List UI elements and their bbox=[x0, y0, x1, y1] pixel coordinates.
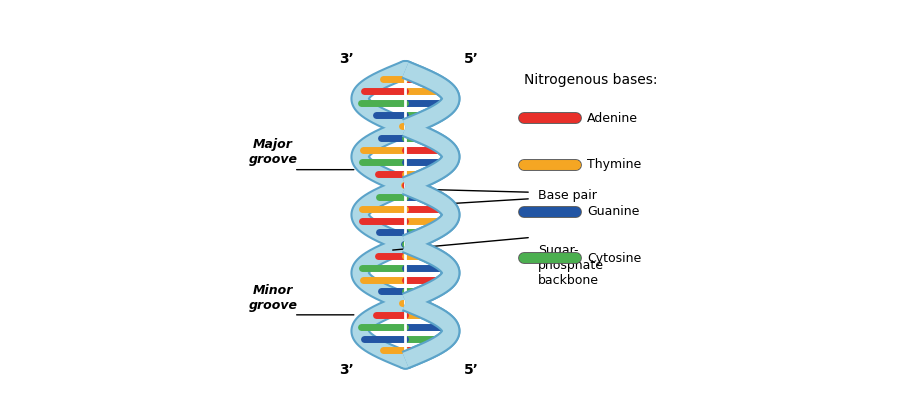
Text: Major
groove: Major groove bbox=[248, 138, 297, 166]
Text: Sugar-
phosphate
backbone: Sugar- phosphate backbone bbox=[538, 244, 604, 287]
Text: Guanine: Guanine bbox=[587, 205, 639, 218]
Text: Adenine: Adenine bbox=[587, 111, 638, 124]
Text: 3’: 3’ bbox=[338, 52, 354, 67]
Text: Minor
groove: Minor groove bbox=[248, 284, 297, 312]
Text: 5’: 5’ bbox=[464, 52, 479, 67]
Text: Cytosine: Cytosine bbox=[587, 252, 641, 265]
Text: 5’: 5’ bbox=[464, 363, 479, 377]
Text: Nitrogenous bases:: Nitrogenous bases: bbox=[524, 73, 658, 87]
Text: Thymine: Thymine bbox=[587, 158, 641, 171]
Text: 3’: 3’ bbox=[338, 363, 354, 377]
Text: Base pair: Base pair bbox=[538, 189, 597, 202]
